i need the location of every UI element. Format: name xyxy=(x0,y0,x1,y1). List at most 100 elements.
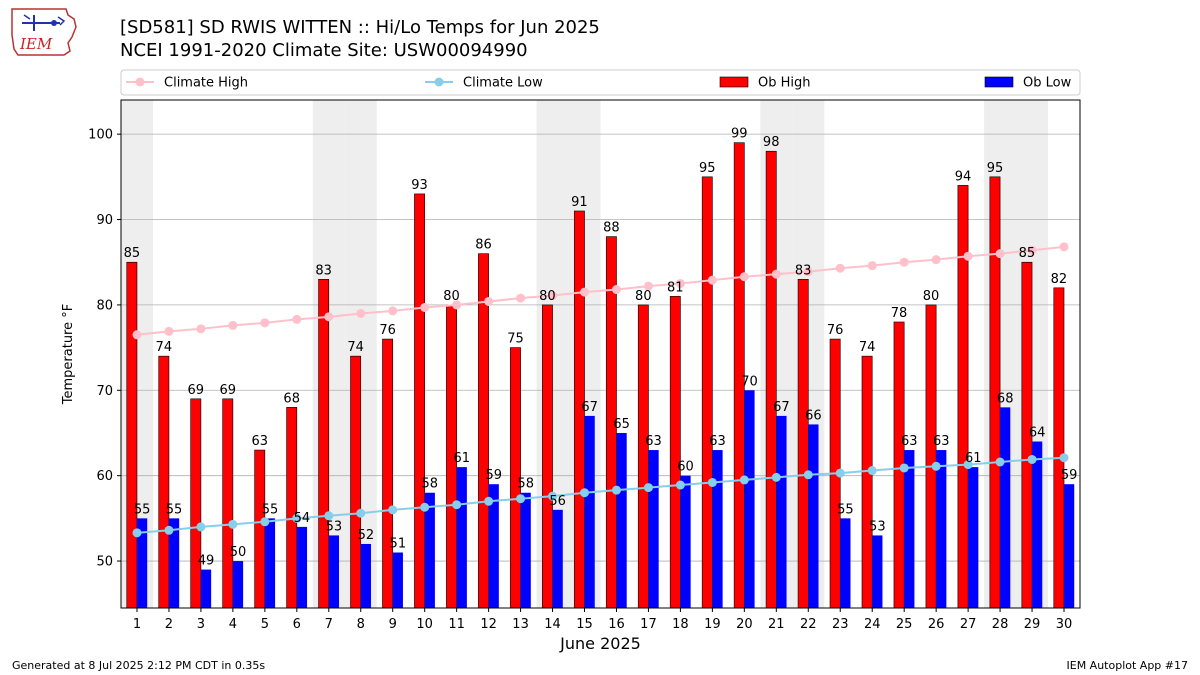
ob-high-bar xyxy=(222,398,234,609)
ob-low-label: 53 xyxy=(326,519,343,534)
footer-generated: Generated at 8 Jul 2025 2:12 PM CDT in 0… xyxy=(12,659,266,672)
climate-high-point xyxy=(132,330,142,340)
climate-low-point xyxy=(324,511,334,521)
ob-low-bar xyxy=(1032,441,1043,608)
climate-low-point xyxy=(132,528,142,538)
climate-high-point xyxy=(899,257,909,267)
ob-low-label: 55 xyxy=(262,502,279,517)
climate-high-point xyxy=(675,279,685,289)
ob-high-label: 68 xyxy=(283,391,300,406)
x-tick-label: 17 xyxy=(640,617,657,632)
climate-low-point xyxy=(963,460,973,470)
y-tick-label: 90 xyxy=(96,213,113,228)
x-tick-label: 11 xyxy=(448,617,465,632)
climate-high-point xyxy=(260,318,270,328)
climate-low-point xyxy=(867,466,877,476)
ob-low-bar xyxy=(936,450,947,608)
x-tick-label: 13 xyxy=(512,617,529,632)
ob-high-label: 63 xyxy=(251,434,268,449)
climate-low-point xyxy=(292,513,302,523)
ob-low-bar xyxy=(1064,484,1075,608)
ob-low-bar xyxy=(744,390,755,608)
climate-low-point xyxy=(803,470,813,480)
ob-low-bar xyxy=(328,535,340,608)
legend-ob-high-label: Ob High xyxy=(758,76,811,91)
climate-high-point xyxy=(548,291,558,301)
x-tick-label: 20 xyxy=(736,617,753,632)
climate-high-point xyxy=(324,312,334,322)
ob-low-label: 63 xyxy=(645,434,662,449)
ob-high-label: 85 xyxy=(124,246,141,261)
ob-low-label: 63 xyxy=(901,434,918,449)
ob-high-bar xyxy=(126,261,138,609)
ob-low-label: 51 xyxy=(390,537,407,552)
ob-low-label: 61 xyxy=(453,451,470,466)
climate-low-line xyxy=(136,456,1065,534)
ob-low-bar xyxy=(904,450,915,608)
x-tick-label: 21 xyxy=(768,617,785,632)
climate-high-point xyxy=(931,255,941,265)
climate-high-point xyxy=(995,249,1005,259)
climate-low-point xyxy=(739,475,749,485)
y-tick-label: 100 xyxy=(88,128,113,143)
ob-low-label: 55 xyxy=(166,502,183,517)
climate-low-point xyxy=(771,472,781,482)
climate-low-point xyxy=(1027,454,1037,464)
x-tick-label: 15 xyxy=(576,617,593,632)
x-tick-label: 4 xyxy=(229,617,237,632)
ob-high-label: 94 xyxy=(955,169,972,184)
climate-low-point xyxy=(548,491,558,501)
x-tick-label: 1 xyxy=(133,617,141,632)
climate-high-point xyxy=(196,324,206,334)
x-tick-label: 2 xyxy=(165,617,173,632)
ob-low-label: 52 xyxy=(358,528,375,543)
ob-low-bar xyxy=(840,518,851,608)
x-tick-label: 28 xyxy=(992,617,1009,632)
ob-high-label: 95 xyxy=(699,161,716,176)
x-tick-label: 5 xyxy=(261,617,269,632)
legend-climate-high-label: Climate High xyxy=(164,76,248,91)
ob-low-label: 56 xyxy=(549,494,566,509)
y-tick-label: 80 xyxy=(96,298,113,313)
plot-frame xyxy=(120,99,1081,609)
ob-low-bar xyxy=(520,492,531,608)
ob-high-bar xyxy=(414,193,425,609)
legend-ob-low-swatch xyxy=(984,76,1014,88)
climate-high-point xyxy=(643,281,653,291)
climate-high-point xyxy=(292,314,302,324)
ob-low-bar xyxy=(552,509,563,608)
ob-high-bar xyxy=(669,296,681,609)
climate-low-point xyxy=(931,461,941,471)
ob-low-label: 63 xyxy=(933,434,950,449)
climate-high-point xyxy=(164,326,174,336)
ob-high-bar xyxy=(925,304,937,609)
x-tick-label: 9 xyxy=(389,617,397,632)
ob-low-bar xyxy=(168,518,180,608)
ob-low-label: 64 xyxy=(1029,426,1046,441)
ob-high-bar xyxy=(318,278,330,609)
ob-low-bar xyxy=(360,543,371,608)
legend-ob-low-label: Ob Low xyxy=(1023,76,1072,91)
ob-high-label: 85 xyxy=(1019,246,1036,261)
ob-low-label: 55 xyxy=(134,502,151,517)
ob-high-bar xyxy=(286,407,298,609)
y-tick-label: 60 xyxy=(96,469,113,484)
ob-high-bar xyxy=(701,176,713,609)
legend-box xyxy=(120,69,1081,96)
ob-high-label: 83 xyxy=(315,263,332,278)
x-tick-label: 24 xyxy=(864,617,881,632)
y-axis-label: Temperature °F xyxy=(61,304,76,405)
ob-low-bar xyxy=(424,492,435,608)
ob-high-label: 78 xyxy=(891,306,908,321)
ob-low-label: 55 xyxy=(837,502,854,517)
climate-high-point xyxy=(707,275,717,285)
ob-low-label: 67 xyxy=(773,400,790,415)
ob-low-label: 54 xyxy=(294,511,311,526)
y-tick-label: 50 xyxy=(96,555,113,570)
climate-low-point xyxy=(1059,453,1069,463)
ob-low-bar xyxy=(1000,407,1011,608)
ob-low-bar xyxy=(456,467,467,608)
x-tick-label: 22 xyxy=(800,617,817,632)
climate-low-point xyxy=(995,457,1005,467)
ob-low-bar xyxy=(296,526,308,608)
